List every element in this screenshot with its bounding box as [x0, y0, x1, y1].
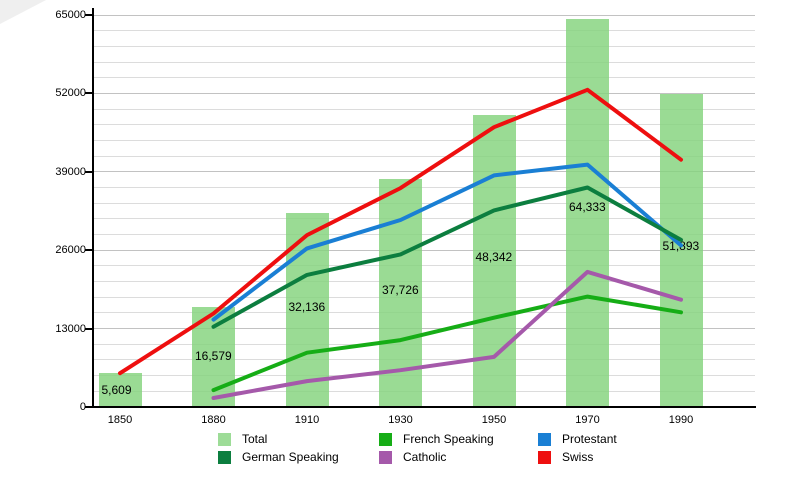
- legend-swatch-protestant: [538, 433, 551, 446]
- minor-gridline: [93, 186, 755, 188]
- legend-swatch-catholic: [379, 451, 392, 464]
- minor-gridline: [93, 139, 755, 141]
- bar-value-label: 32,136: [288, 300, 326, 315]
- minor-gridline: [93, 30, 755, 32]
- y-axis-tick: [85, 327, 92, 330]
- legend-swatch-german-speaking: [218, 451, 231, 464]
- major-gridline: [93, 92, 755, 94]
- x-axis-tick-label: 1930: [388, 414, 413, 426]
- y-axis-tick: [85, 170, 92, 173]
- legend-swatch-total: [218, 433, 231, 446]
- total-bar-1850: [98, 373, 142, 407]
- minor-gridline: [93, 296, 755, 298]
- minor-gridline: [93, 218, 755, 220]
- x-axis-tick-label: 1910: [294, 414, 320, 426]
- minor-gridline: [93, 108, 755, 110]
- minor-gridline: [93, 281, 755, 283]
- x-axis-line: [92, 406, 756, 408]
- y-axis-tick: [85, 14, 92, 16]
- y-axis-tick-label: 26000: [55, 244, 86, 257]
- y-axis-tick: [85, 406, 92, 408]
- series-line-catholic: [211, 269, 683, 400]
- major-gridline: [93, 249, 755, 251]
- bar-value-label: 5,609: [101, 382, 132, 397]
- minor-gridline: [93, 77, 755, 79]
- y-axis-tick-label: 52000: [55, 87, 86, 100]
- corner-artifact: [0, 0, 46, 24]
- legend-label-protestant: Protestant: [562, 432, 617, 446]
- bar-value-label: 64,333: [569, 200, 606, 215]
- series-line-german-speaking: [211, 185, 683, 329]
- legend-label-catholic: Catholic: [403, 450, 447, 464]
- bar-value-label: 51,893: [662, 238, 700, 253]
- y-axis-line: [92, 8, 94, 408]
- major-gridline: [93, 171, 755, 173]
- minor-gridline: [93, 45, 755, 47]
- legend-swatch-swiss: [538, 451, 551, 464]
- x-axis-tick-label: 1990: [668, 414, 694, 426]
- x-axis-tick-label: 1950: [481, 414, 507, 426]
- y-axis-tick-label: 13000: [55, 322, 86, 335]
- legend-label-french-speaking: French Speaking: [403, 432, 494, 446]
- y-axis-tick-label: 0: [79, 401, 86, 413]
- legend-label-total: Total: [242, 432, 268, 446]
- minor-gridline: [93, 61, 755, 63]
- legend-label-swiss: Swiss: [562, 450, 594, 464]
- bar-value-label: 16,579: [195, 348, 232, 363]
- bar-value-label: 37,726: [382, 282, 419, 297]
- x-axis-tick-label: 1850: [107, 414, 133, 426]
- minor-gridline: [93, 202, 755, 204]
- y-axis-tick-label: 39000: [55, 165, 86, 178]
- minor-gridline: [93, 234, 755, 236]
- x-axis-tick-label: 1970: [575, 414, 600, 426]
- y-axis-tick: [85, 92, 92, 95]
- legend-swatch-french-speaking: [379, 433, 392, 446]
- minor-gridline: [93, 155, 755, 157]
- minor-gridline: [93, 124, 755, 126]
- y-axis-tick-label: 65000: [55, 9, 86, 21]
- minor-gridline: [93, 265, 755, 267]
- major-gridline: [93, 14, 755, 16]
- legend-label-german-speaking: German Speaking: [242, 450, 339, 464]
- bar-value-label: 48,342: [475, 249, 513, 264]
- x-axis-tick-label: 1880: [201, 414, 226, 426]
- y-axis-tick: [85, 249, 92, 252]
